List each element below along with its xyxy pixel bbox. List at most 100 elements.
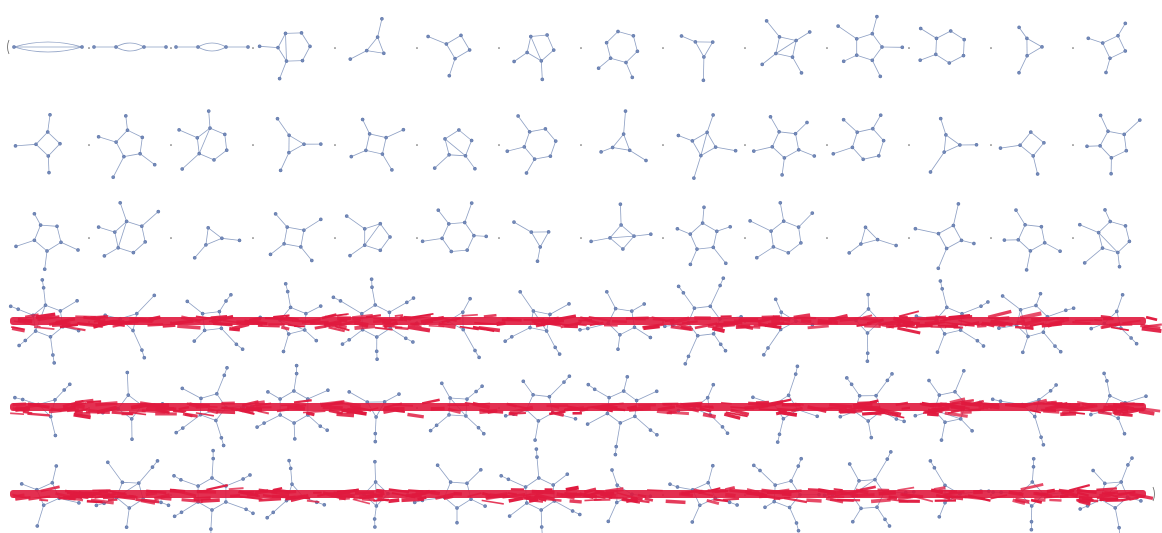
graph-edge — [848, 243, 862, 254]
graph-multi-edge — [13, 46, 83, 53]
graph-edge — [1044, 242, 1061, 252]
graph-edge — [695, 41, 705, 58]
graph-vertex — [152, 293, 157, 298]
strike-mark — [1110, 326, 1129, 332]
graph-vertex — [428, 428, 433, 433]
graph-edge — [444, 129, 460, 140]
strike-mark — [1121, 497, 1131, 502]
graph-edge — [953, 225, 962, 241]
graph-edge — [541, 49, 554, 62]
strike-mark — [306, 499, 320, 503]
graph-edge — [523, 131, 530, 148]
graph-vertex — [723, 261, 728, 266]
graph-edge — [545, 128, 557, 142]
strike-mark — [825, 496, 844, 504]
separator-comma — [662, 47, 664, 49]
strike-mark — [869, 399, 879, 404]
graph-vertex — [890, 372, 894, 376]
strike-mark — [258, 497, 282, 502]
graph-edge — [127, 129, 143, 138]
graph-vertex — [1000, 294, 1005, 298]
graph-edge — [304, 329, 317, 341]
graph-vertex — [55, 224, 59, 229]
graph-vertex — [648, 335, 653, 340]
graph-vertex — [1053, 344, 1057, 348]
graph-vertex — [1105, 379, 1109, 383]
graph-edge — [197, 501, 213, 511]
graph-edge — [1105, 58, 1111, 73]
strike-layer — [10, 309, 1162, 506]
strike-mark — [388, 498, 400, 504]
graph-vertex — [721, 276, 726, 281]
graph-vertex — [705, 395, 710, 400]
graph-vertex — [1122, 431, 1127, 436]
graph-edge — [379, 236, 391, 251]
graph-edge — [854, 411, 869, 422]
graph-vertex — [114, 45, 118, 49]
graph-vertex — [918, 58, 923, 63]
graph-edge — [946, 240, 962, 249]
graph-edge — [51, 465, 57, 483]
strike-mark — [1105, 498, 1123, 502]
graph-vertex — [990, 397, 995, 402]
graph-vertex — [944, 305, 949, 310]
graph-vertex — [632, 325, 637, 330]
graph-edge — [876, 506, 886, 520]
graph-vertex — [59, 240, 63, 245]
graph-vertex — [58, 141, 62, 146]
graph-edge — [779, 131, 796, 135]
graph-vertex — [618, 421, 623, 425]
graph-vertex — [461, 327, 466, 332]
graph-vertex — [577, 512, 582, 517]
graph-vertex — [225, 365, 229, 370]
graph-vertex — [538, 245, 543, 249]
strike-mark — [528, 498, 539, 503]
graph-vertex — [648, 232, 653, 237]
graph-vertex — [774, 51, 778, 56]
graph-edge — [138, 466, 153, 484]
separator-comma — [908, 47, 910, 49]
graph-row-1 — [7, 14, 1128, 83]
graph-vertex — [122, 154, 126, 159]
graph-edge — [1120, 464, 1129, 483]
graph-vertex — [209, 527, 213, 531]
graph-edge — [1098, 232, 1103, 249]
graph-vertex — [539, 508, 544, 512]
graph-edge — [270, 243, 285, 255]
graph-vertex — [942, 332, 947, 336]
graph-vertex — [710, 463, 715, 468]
graph-vertex — [935, 350, 940, 354]
graph-edge — [833, 147, 853, 155]
graph-edge — [215, 420, 222, 438]
graph-row-3 — [14, 200, 1132, 272]
graph-edge — [371, 287, 376, 306]
separator-comma — [252, 144, 254, 146]
graph-edge — [852, 132, 858, 148]
graph-vertex — [700, 221, 705, 225]
graph-vertex — [539, 525, 544, 529]
graph-vertex — [711, 113, 715, 117]
graph-vertex — [1026, 334, 1030, 339]
graph-edge — [389, 302, 407, 313]
graph-vertex — [467, 48, 472, 52]
graph-edge — [1098, 221, 1111, 233]
graph-vertex — [974, 142, 979, 147]
graph-edge — [944, 144, 961, 153]
graph-vertex — [318, 424, 323, 429]
graph-r3-c9 — [675, 205, 733, 267]
graph-edge — [611, 469, 618, 486]
graph-vertex — [434, 423, 439, 428]
graph-edge — [200, 414, 217, 421]
graph-vertex — [457, 128, 461, 132]
graph-vertex — [403, 336, 408, 341]
graph-vertex — [927, 378, 931, 383]
graph-edge — [21, 483, 37, 491]
graph-edge — [798, 149, 815, 157]
separator-comma — [88, 144, 90, 146]
graph-vertex — [616, 29, 620, 34]
graph-vertex — [265, 515, 270, 520]
graph-edge — [939, 391, 956, 396]
graph-vertex — [432, 166, 437, 170]
strike-mark — [949, 397, 966, 405]
